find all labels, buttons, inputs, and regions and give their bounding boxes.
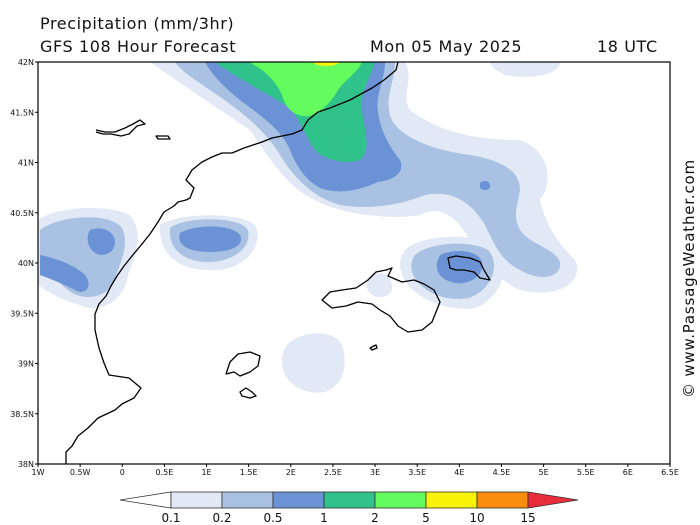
latitude-axis: 42N 41.5N 41N 40.5N 40N 39.5N 39N 38.5N 38N bbox=[10, 58, 38, 469]
forecast-hour: 18 UTC bbox=[597, 37, 658, 56]
lon-label: 0.5W bbox=[70, 468, 91, 477]
legend-level-label: 2 bbox=[371, 511, 379, 525]
legend-over-triangle bbox=[527, 491, 579, 509]
lon-label: 2.5E bbox=[324, 468, 342, 477]
legend-swatch bbox=[425, 491, 478, 509]
forecast-subtitle: GFS 108 Hour Forecast bbox=[40, 37, 237, 56]
lat-label: 40.5N bbox=[10, 209, 34, 218]
coastline bbox=[65, 62, 491, 464]
legend-level-label: 0.5 bbox=[263, 511, 282, 525]
legend-swatch bbox=[221, 491, 274, 509]
precipitation-field bbox=[38, 62, 578, 464]
lon-label: 0.5E bbox=[156, 468, 174, 477]
legend-under-triangle bbox=[119, 491, 172, 509]
legend-level-label: 0.2 bbox=[212, 511, 231, 525]
lon-label: 4E bbox=[454, 468, 464, 477]
lon-label: 1W bbox=[32, 468, 45, 477]
legend-swatch bbox=[476, 491, 529, 509]
lat-label: 42N bbox=[18, 58, 34, 67]
lat-label: 39.5N bbox=[10, 309, 34, 318]
lon-label: 3.5E bbox=[408, 468, 426, 477]
legend-swatch bbox=[374, 491, 427, 509]
forecast-date: Mon 05 May 2025 bbox=[370, 37, 523, 56]
legend-swatch bbox=[272, 491, 325, 509]
precipitation-legend: 0.1 0.2 0.5 1 2 5 10 15 bbox=[119, 491, 579, 525]
lon-label: 5E bbox=[539, 468, 549, 477]
lat-label: 38N bbox=[18, 460, 34, 469]
legend-level-label: 10 bbox=[469, 511, 484, 525]
lat-label: 38.5N bbox=[10, 410, 34, 419]
lat-label: 39N bbox=[18, 360, 34, 369]
lon-label: 3E bbox=[370, 468, 380, 477]
legend-level-label: 15 bbox=[520, 511, 535, 525]
longitude-axis: 1W 0.5W 0 0.5E 1E 1.5E 2E 2.5E 3E 3.5E 4E 4.5E 5E 5.5… bbox=[32, 464, 679, 477]
lon-label: 4.5E bbox=[493, 468, 511, 477]
lon-label: 1.5E bbox=[240, 468, 258, 477]
lon-label: 2E bbox=[286, 468, 296, 477]
lat-label: 41.5N bbox=[10, 108, 34, 117]
lat-label: 40N bbox=[18, 259, 34, 268]
legend-swatch bbox=[323, 491, 376, 509]
lon-label: 1E bbox=[201, 468, 211, 477]
lat-label: 41N bbox=[18, 159, 34, 168]
lon-label: 6.5E bbox=[661, 468, 679, 477]
legend-level-label: 0.1 bbox=[161, 511, 180, 525]
legend-level-label: 5 bbox=[422, 511, 430, 525]
legend-level-label: 1 bbox=[320, 511, 328, 525]
lon-label: 6E bbox=[623, 468, 633, 477]
lon-label: 0 bbox=[120, 468, 125, 477]
map-title: Precipitation (mm/3hr) bbox=[40, 14, 235, 33]
legend-swatch bbox=[170, 491, 223, 509]
lon-label: 5.5E bbox=[577, 468, 595, 477]
